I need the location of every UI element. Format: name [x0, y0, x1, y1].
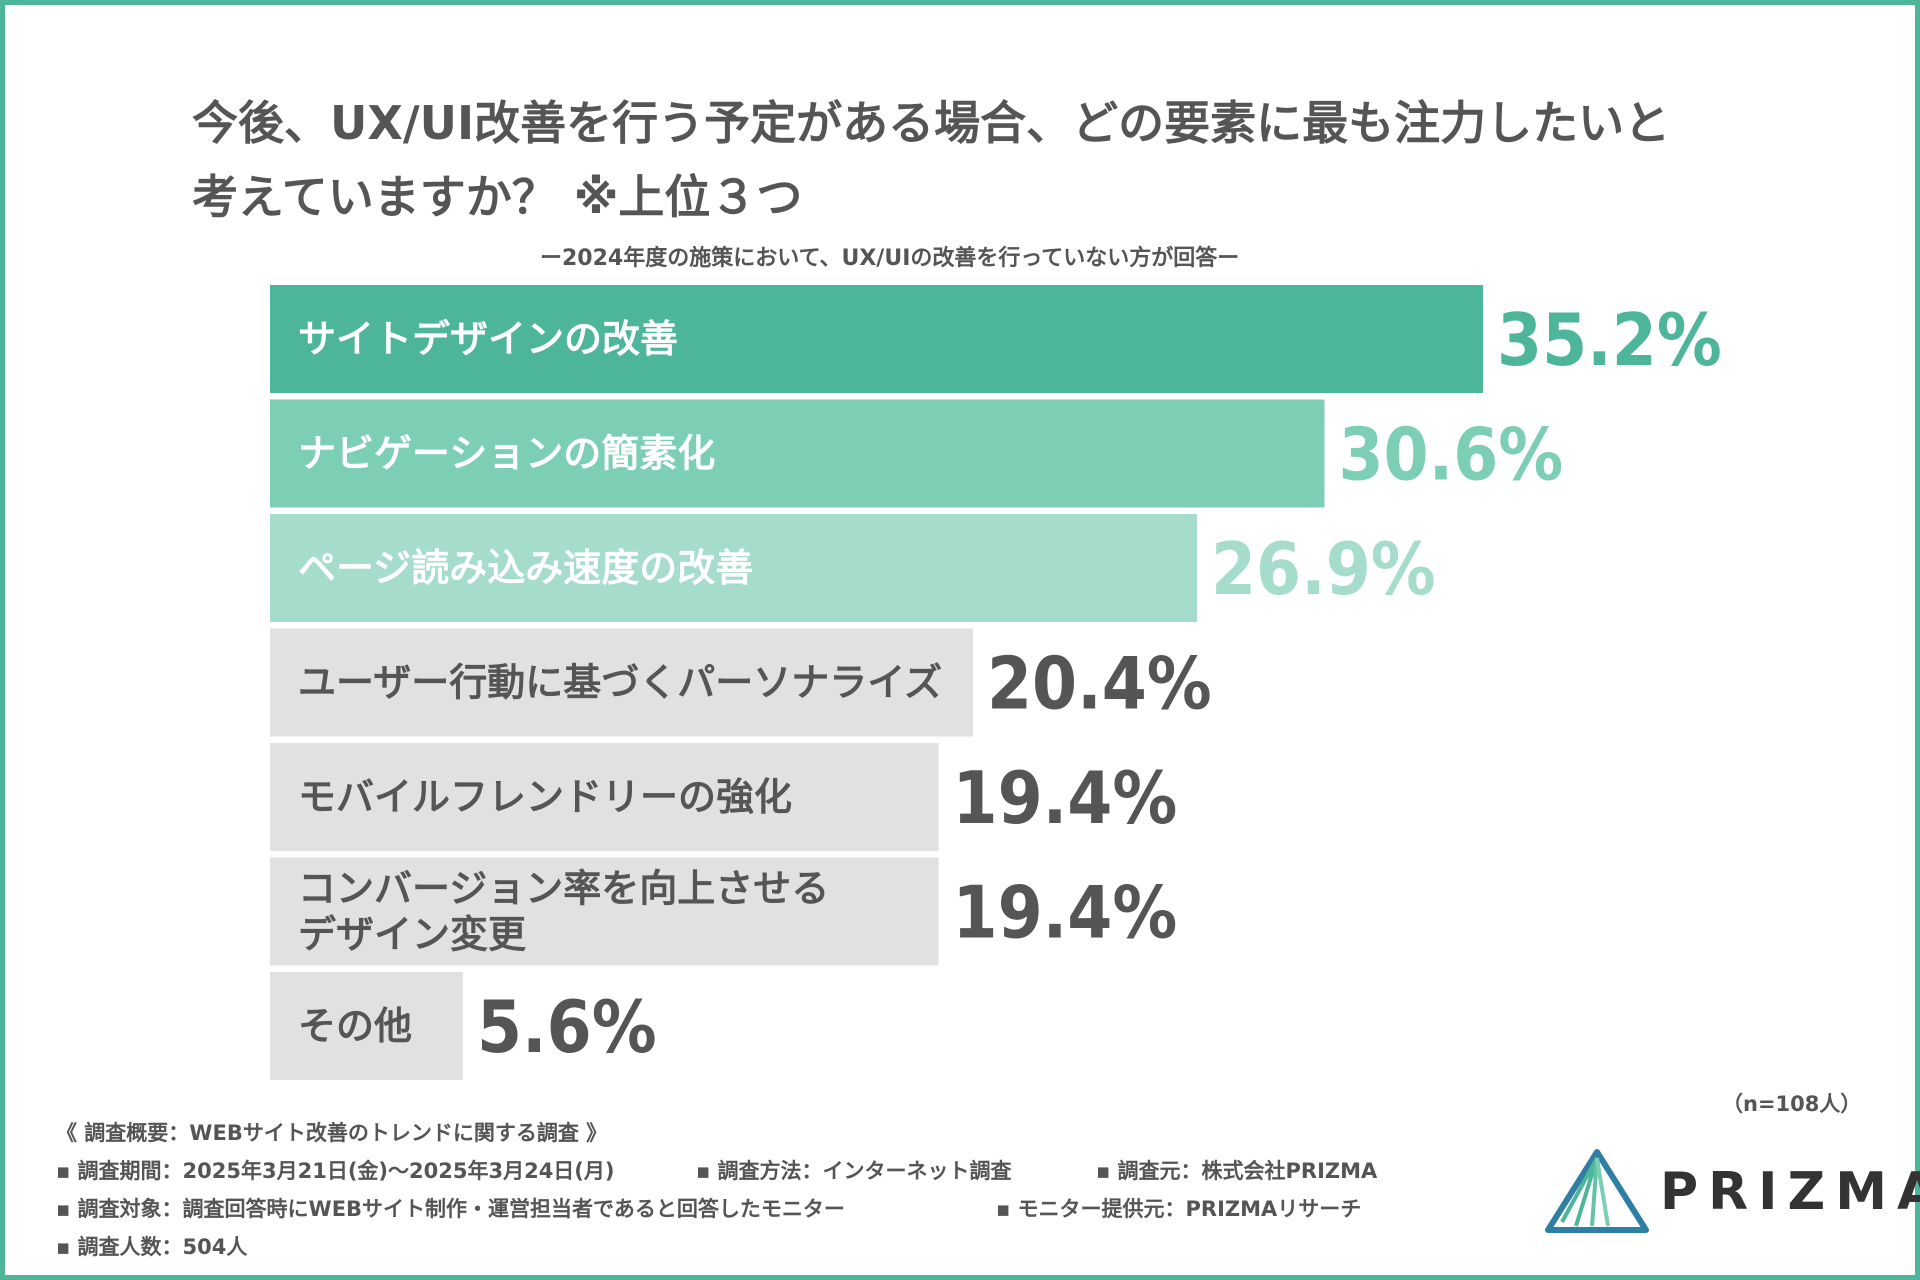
- bar-label-1: サイトデザインの改善: [298, 317, 678, 361]
- value-label-5: 19.4%: [953, 756, 1178, 840]
- footer-period: ▪ 調査期間：2025年3月21日(金)〜2025年3月24日(月): [56, 1159, 615, 1183]
- value-label-6: 19.4%: [953, 871, 1178, 955]
- bar-label-3: ページ読み込み速度の改善: [298, 546, 753, 590]
- bar-2: [270, 399, 1325, 508]
- value-label-2: 30.6%: [1338, 413, 1563, 497]
- prizma-logo: PRIZMA: [1542, 1148, 1920, 1234]
- footer-provider: ▪ モニター提供元：PRIZMAリサーチ: [996, 1197, 1362, 1221]
- bar-label-5: モバイルフレンドリーの強化: [298, 775, 792, 819]
- bar-3: [270, 514, 1197, 622]
- survey-footer: 《 調査概要：WEBサイト改善のトレンドに関する調査 》 ▪ 調査期間：2025…: [56, 1114, 1506, 1266]
- bar-4: [270, 628, 973, 737]
- bar-label-6: コンバージョン率を向上させるデザイン変更: [298, 867, 829, 957]
- footer-heading: 《 調査概要：WEBサイト改善のトレンドに関する調査 》: [56, 1121, 608, 1145]
- chart-title: 今後、UX/UI改善を行う予定がある場合、どの要素に最も注力したいと 考えていま…: [192, 86, 1752, 234]
- value-label-7: 5.6%: [477, 985, 657, 1069]
- chart-title-line-1: 今後、UX/UI改善を行う予定がある場合、どの要素に最も注力したいと: [192, 96, 1671, 150]
- footer-source: ▪ 調査元：株式会社PRIZMA: [1096, 1159, 1378, 1183]
- value-label-3: 26.9%: [1211, 527, 1436, 611]
- bar-label-7: その他: [298, 1004, 412, 1048]
- bar-5: [270, 743, 939, 851]
- prizma-logo-text: PRIZMA: [1660, 1162, 1920, 1222]
- bar-1: [270, 285, 1483, 393]
- footer-target: ▪ 調査対象：調査回答時にWEBサイト制作・運営担当者であると回答したモニター: [56, 1197, 845, 1221]
- bar-7: [270, 972, 463, 1080]
- footer-method: ▪ 調査方法：インターネット調査: [696, 1159, 1012, 1183]
- bar-6: [270, 857, 939, 966]
- chart-subtitle: ー2024年度の施策において、UX/UIの改善を行っていない方が回答ー: [540, 246, 1240, 271]
- footer-count: ▪ 調査人数：504人: [56, 1235, 248, 1259]
- sample-size-note: （n=108人）: [1722, 1092, 1862, 1116]
- bar-label-4: ユーザー行動に基づくパーソナライズ: [298, 661, 942, 705]
- value-label-4: 20.4%: [987, 642, 1212, 726]
- chart-title-line-2: 考えていますか？ ※上位３つ: [192, 170, 803, 224]
- value-label-1: 35.2%: [1497, 298, 1722, 382]
- bar-label-2: ナビゲーションの簡素化: [298, 432, 715, 476]
- prizma-triangle-icon: [1545, 1149, 1649, 1233]
